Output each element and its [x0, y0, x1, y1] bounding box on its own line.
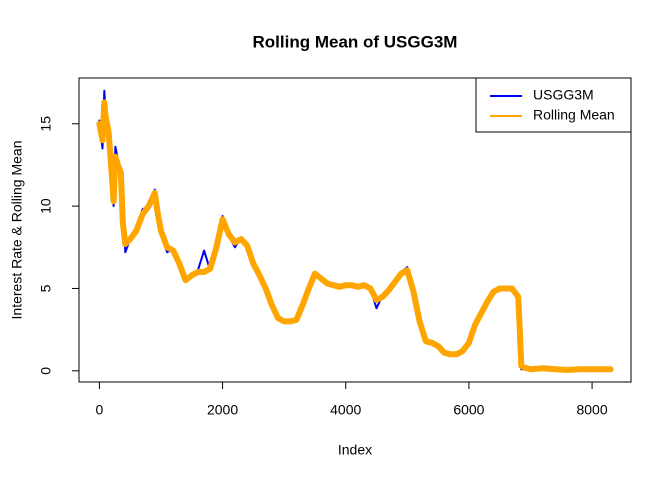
y-tick-label: 5 — [38, 284, 54, 292]
x-tick-label: 2000 — [207, 402, 238, 418]
y-axis-label: Interest Rate & Rolling Mean — [9, 141, 25, 320]
x-tick-label: 8000 — [576, 402, 607, 418]
legend-label: Rolling Mean — [533, 107, 615, 123]
x-tick-label: 6000 — [453, 402, 484, 418]
legend-box — [475, 77, 632, 133]
y-tick-label: 10 — [38, 198, 54, 214]
x-tick-label: 4000 — [330, 402, 361, 418]
chart-title: Rolling Mean of USGG3M — [253, 32, 458, 51]
legend-label: USGG3M — [533, 87, 594, 103]
y-tick-label: 15 — [38, 116, 54, 132]
x-tick-label: 0 — [95, 402, 103, 418]
series-line — [96, 99, 614, 373]
x-axis-label: Index — [338, 442, 372, 458]
y-tick-label: 0 — [38, 367, 54, 375]
